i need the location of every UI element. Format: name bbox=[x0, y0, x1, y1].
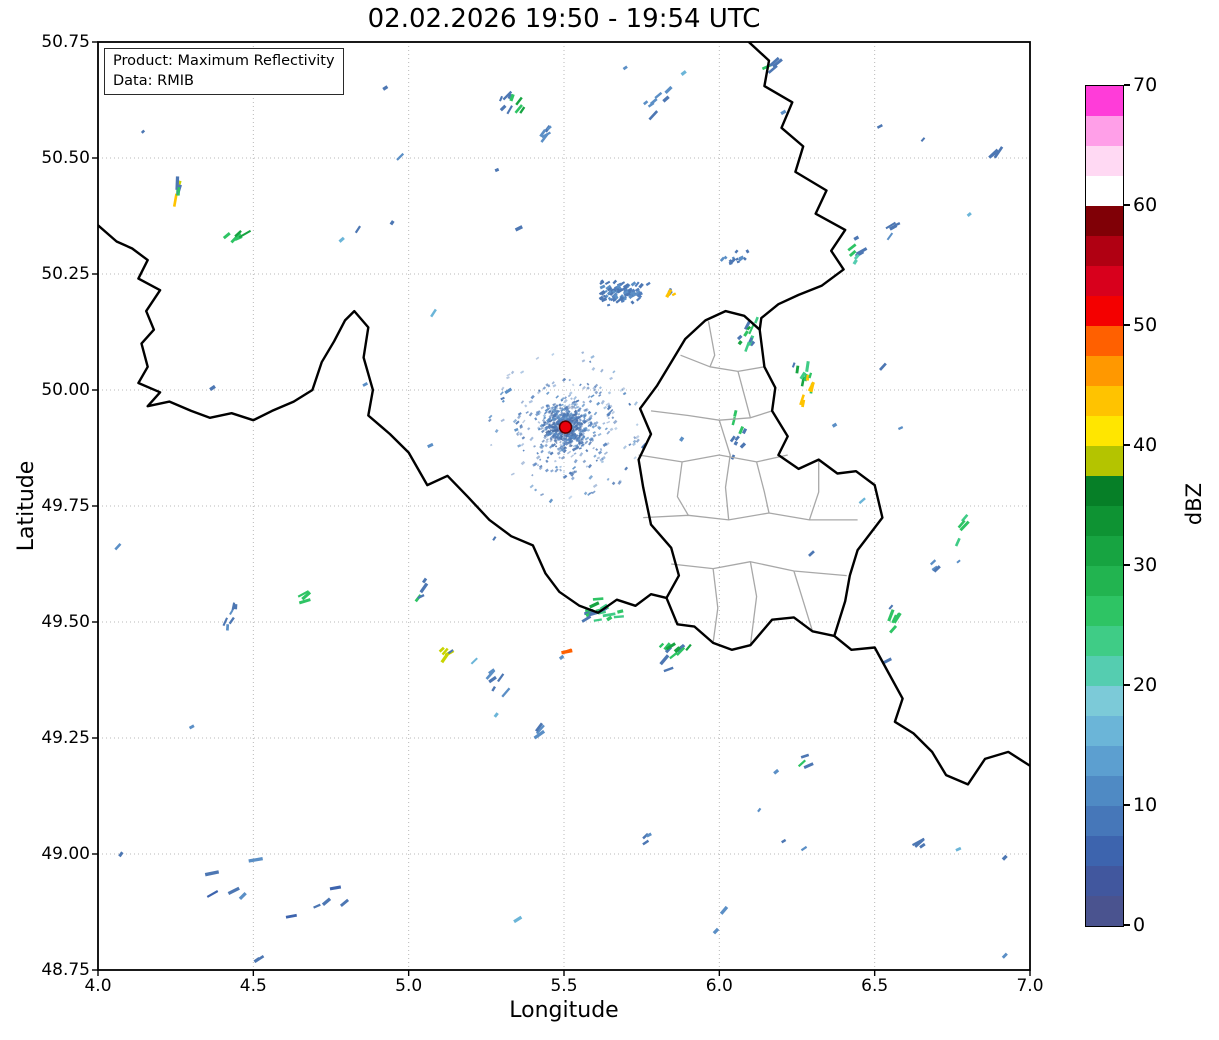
colorbar-segment bbox=[1086, 296, 1123, 326]
colorbar-segment bbox=[1086, 866, 1123, 896]
colorbar-segment bbox=[1086, 416, 1123, 446]
y-tick-label: 49.50 bbox=[41, 612, 90, 632]
colorbar-segment bbox=[1086, 266, 1123, 296]
x-tick-label: 6.0 bbox=[705, 976, 733, 996]
colorbar-segment bbox=[1086, 476, 1123, 506]
colorbar-segment bbox=[1086, 836, 1123, 866]
colorbar-tickmark bbox=[1124, 444, 1130, 446]
colorbar-tick-label: 60 bbox=[1133, 194, 1158, 216]
x-tick-label: 5.5 bbox=[550, 976, 578, 996]
x-tick-label: 4.0 bbox=[84, 976, 112, 996]
y-tick-label: 50.50 bbox=[41, 148, 90, 168]
colorbar-segment bbox=[1086, 206, 1123, 236]
colorbar-tick-label: 50 bbox=[1133, 314, 1158, 336]
colorbar-segment bbox=[1086, 386, 1123, 416]
y-tick-label: 49.25 bbox=[41, 728, 90, 748]
colorbar-segment bbox=[1086, 146, 1123, 176]
y-tick-label: 50.00 bbox=[41, 380, 90, 400]
colorbar-segment bbox=[1086, 896, 1123, 926]
colorbar-tick-label: 40 bbox=[1133, 434, 1158, 456]
colorbar-segment bbox=[1086, 536, 1123, 566]
x-tick-label: 4.5 bbox=[239, 976, 267, 996]
plot-frame bbox=[97, 41, 1031, 971]
colorbar-tick-label: 0 bbox=[1133, 914, 1146, 936]
colorbar-segment bbox=[1086, 176, 1123, 206]
map-borders bbox=[98, 42, 1030, 786]
y-tick-label: 50.75 bbox=[41, 32, 90, 52]
colorbar-tickmark bbox=[1124, 684, 1130, 686]
colorbar-segment bbox=[1086, 236, 1123, 266]
colorbar-segment bbox=[1086, 116, 1123, 146]
y-tick-label: 49.75 bbox=[41, 496, 90, 516]
colorbar-tickmark bbox=[1124, 804, 1130, 806]
colorbar-label: dBZ bbox=[1182, 482, 1206, 526]
colorbar-segment bbox=[1086, 776, 1123, 806]
colorbar-segment bbox=[1086, 566, 1123, 596]
y-tick-label: 49.00 bbox=[41, 844, 90, 864]
colorbar-tickmark bbox=[1124, 924, 1130, 926]
colorbar-segment bbox=[1086, 626, 1123, 656]
colorbar-segment bbox=[1086, 806, 1123, 836]
y-tick-label: 50.25 bbox=[41, 264, 90, 284]
gridlines bbox=[97, 41, 1031, 971]
x-axis-label: Longitude bbox=[509, 998, 619, 1023]
x-tick-label: 7.0 bbox=[1016, 976, 1044, 996]
colorbar bbox=[1085, 85, 1124, 927]
figure-title: 02.02.2026 19:50 - 19:54 UTC bbox=[367, 4, 761, 34]
colorbar-tickmark bbox=[1124, 324, 1130, 326]
colorbar-segment bbox=[1086, 596, 1123, 626]
colorbar-tickmark bbox=[1124, 84, 1130, 86]
colorbar-tick-label: 30 bbox=[1133, 554, 1158, 576]
colorbar-segment bbox=[1086, 686, 1123, 716]
colorbar-segment bbox=[1086, 446, 1123, 476]
colorbar-segment bbox=[1086, 86, 1123, 116]
x-tick-label: 6.5 bbox=[861, 976, 889, 996]
y-tick-label: 48.75 bbox=[41, 960, 90, 980]
colorbar-segment bbox=[1086, 506, 1123, 536]
radar-echoes bbox=[114, 56, 1008, 964]
colorbar-tick-label: 70 bbox=[1133, 74, 1158, 96]
colorbar-segment bbox=[1086, 716, 1123, 746]
colorbar-tick-label: 20 bbox=[1133, 674, 1158, 696]
legend-box: Product: Maximum Reflectivity Data: RMIB bbox=[104, 48, 344, 96]
colorbar-tick-label: 10 bbox=[1133, 794, 1158, 816]
colorbar-tickmark bbox=[1124, 204, 1130, 206]
x-tick-label: 5.0 bbox=[395, 976, 423, 996]
colorbar-tickmark bbox=[1124, 564, 1130, 566]
colorbar-segment bbox=[1086, 656, 1123, 686]
radar-site-marker bbox=[558, 420, 573, 434]
colorbar-segment bbox=[1086, 746, 1123, 776]
axis-ticks bbox=[92, 41, 1031, 976]
colorbar-segment bbox=[1086, 356, 1123, 386]
legend-product-line: Product: Maximum Reflectivity bbox=[113, 53, 335, 69]
colorbar-segment bbox=[1086, 326, 1123, 356]
legend-source-line: Data: RMIB bbox=[113, 72, 194, 89]
